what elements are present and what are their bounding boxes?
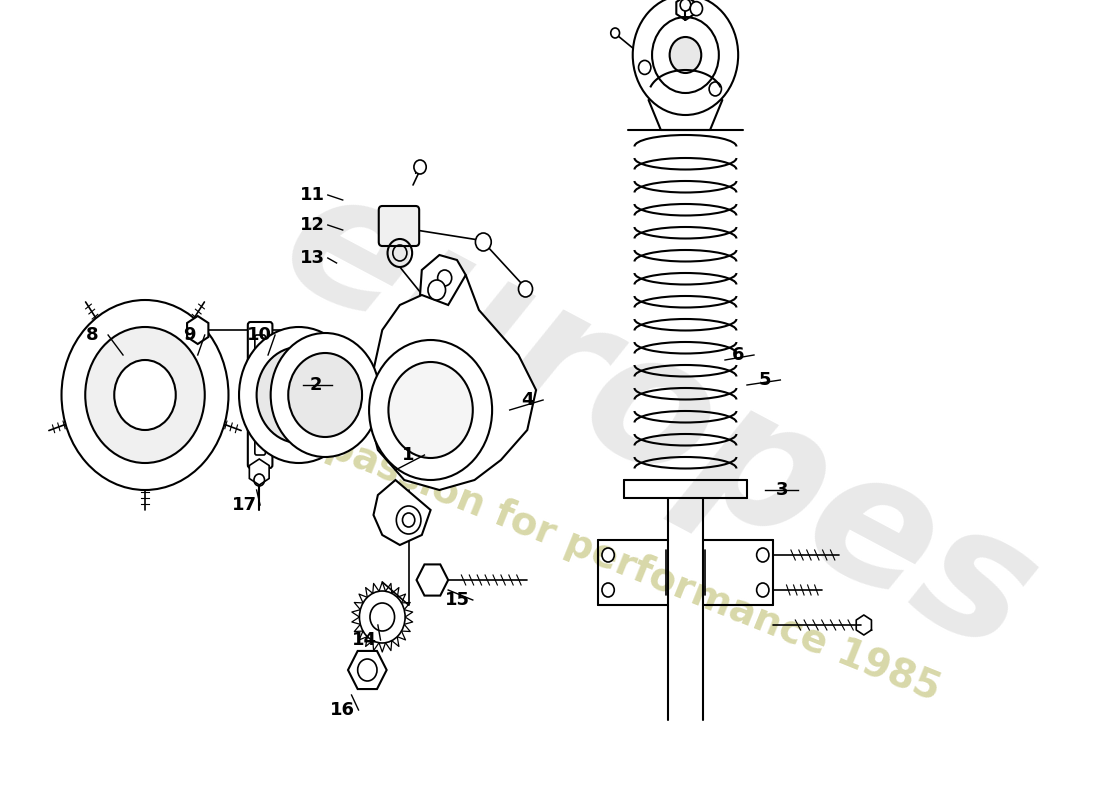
Circle shape	[396, 506, 421, 534]
FancyBboxPatch shape	[378, 206, 419, 246]
Text: 16: 16	[330, 701, 355, 719]
Circle shape	[438, 270, 452, 286]
Polygon shape	[374, 480, 430, 545]
Circle shape	[428, 280, 446, 300]
Circle shape	[114, 360, 176, 430]
FancyBboxPatch shape	[248, 322, 273, 468]
Circle shape	[757, 583, 769, 597]
Circle shape	[670, 37, 702, 73]
Text: a passion for performance 1985: a passion for performance 1985	[284, 411, 946, 709]
Circle shape	[370, 603, 395, 631]
Circle shape	[62, 300, 229, 490]
Circle shape	[639, 61, 651, 74]
Circle shape	[370, 340, 492, 480]
Circle shape	[602, 583, 614, 597]
Circle shape	[652, 17, 718, 93]
Circle shape	[85, 327, 205, 463]
Text: 3: 3	[776, 481, 789, 499]
Circle shape	[256, 347, 341, 443]
Circle shape	[414, 160, 426, 174]
Text: 1: 1	[403, 446, 415, 464]
Polygon shape	[420, 255, 465, 305]
Circle shape	[610, 28, 619, 38]
Circle shape	[239, 327, 359, 463]
Text: 8: 8	[86, 326, 99, 344]
Text: 11: 11	[299, 186, 324, 204]
Circle shape	[690, 2, 703, 16]
Circle shape	[288, 353, 362, 437]
Text: 15: 15	[444, 591, 470, 609]
Text: 12: 12	[299, 216, 324, 234]
Circle shape	[602, 548, 614, 562]
Circle shape	[680, 0, 691, 11]
Circle shape	[518, 281, 532, 297]
Circle shape	[271, 333, 380, 457]
Text: 17: 17	[232, 496, 256, 514]
Text: 2: 2	[310, 376, 322, 394]
Text: 4: 4	[521, 391, 534, 409]
Text: 13: 13	[299, 249, 324, 267]
Circle shape	[757, 548, 769, 562]
Text: 6: 6	[732, 346, 745, 364]
Text: 10: 10	[246, 326, 272, 344]
Circle shape	[632, 0, 738, 115]
Circle shape	[710, 82, 722, 96]
Text: europes: europes	[254, 149, 1064, 691]
Text: 9: 9	[183, 326, 195, 344]
Polygon shape	[370, 275, 536, 490]
Circle shape	[475, 233, 492, 251]
Text: 14: 14	[352, 631, 377, 649]
Text: 5: 5	[758, 371, 771, 389]
Circle shape	[360, 591, 405, 643]
Circle shape	[388, 362, 473, 458]
